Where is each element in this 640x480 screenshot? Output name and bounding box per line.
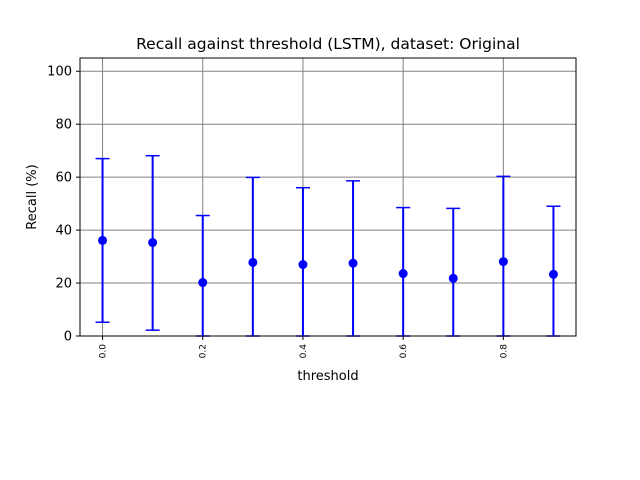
y-axis-label: Recall (%) [25,164,40,229]
data-point [398,269,408,279]
chart-title: Recall against threshold (LSTM), dataset… [136,35,520,53]
data-point [298,260,308,270]
data-point [98,235,108,245]
data-point [248,257,258,267]
y-tick-label: 40 [55,224,72,239]
ticks: 0 20 40 60 80 100 0.0 0.2 0.4 0.6 0.8 [47,65,509,359]
data-point [448,273,458,283]
x-tick-label: 0.0 [99,344,109,359]
y-tick-label: 20 [55,277,72,292]
x-tick-label: 0.8 [499,344,509,359]
y-tick-label: 60 [55,171,72,186]
data-point [148,238,158,248]
y-tick-label: 80 [55,118,72,133]
x-tick-label: 0.6 [399,344,409,359]
x-tick-label: 0.4 [299,344,309,359]
x-axis-label: threshold [297,369,358,384]
data-point [348,258,358,268]
data-point [548,269,558,279]
x-tick-label: 0.2 [199,344,209,358]
y-tick-label: 100 [47,65,72,80]
data-point [498,257,508,267]
y-tick-label: 0 [64,330,72,345]
plot-frame [79,57,577,337]
data-points [98,235,558,288]
data-point [198,278,208,288]
